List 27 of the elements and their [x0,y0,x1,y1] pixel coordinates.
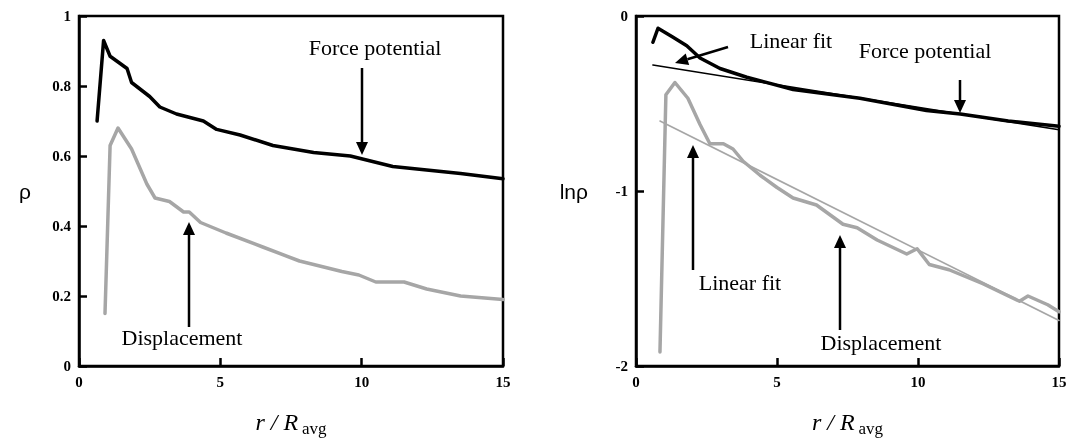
y-tick-label: 0.6 [52,148,72,164]
y-axis-title: lnρ [559,179,589,203]
y-tick-label: 1 [63,8,71,24]
x-tick-label: 10 [910,373,926,390]
annotation: Force potential [858,38,992,64]
y-tick-label: -2 [615,358,628,374]
annotation: Force potential [308,35,442,61]
annotation: Linear fit [698,270,782,296]
y-tick-label: -1 [615,183,628,199]
x-tick-label: 5 [216,373,225,390]
x-tick-label: 0 [632,373,640,390]
x-tick-label: 0 [75,373,83,390]
x-tick-label: 15 [1051,373,1067,390]
annotation: Linear fit [749,28,833,54]
annotation: Displacement [820,330,942,356]
x-tick-label: 5 [773,373,781,390]
x-tick-label: 10 [354,373,370,390]
annotation: Displacement [121,325,243,351]
y-tick-label: 0.8 [52,78,71,94]
x-tick-label: 15 [495,373,511,390]
y-tick-label: 0.4 [52,218,72,234]
y-tick-label: 0.2 [52,288,71,304]
line-series [103,126,505,316]
y-tick-label: 0 [620,8,628,24]
y-axis-title: ρ [19,179,32,203]
line-series [658,80,1061,354]
y-tick-label: 0 [63,358,71,374]
